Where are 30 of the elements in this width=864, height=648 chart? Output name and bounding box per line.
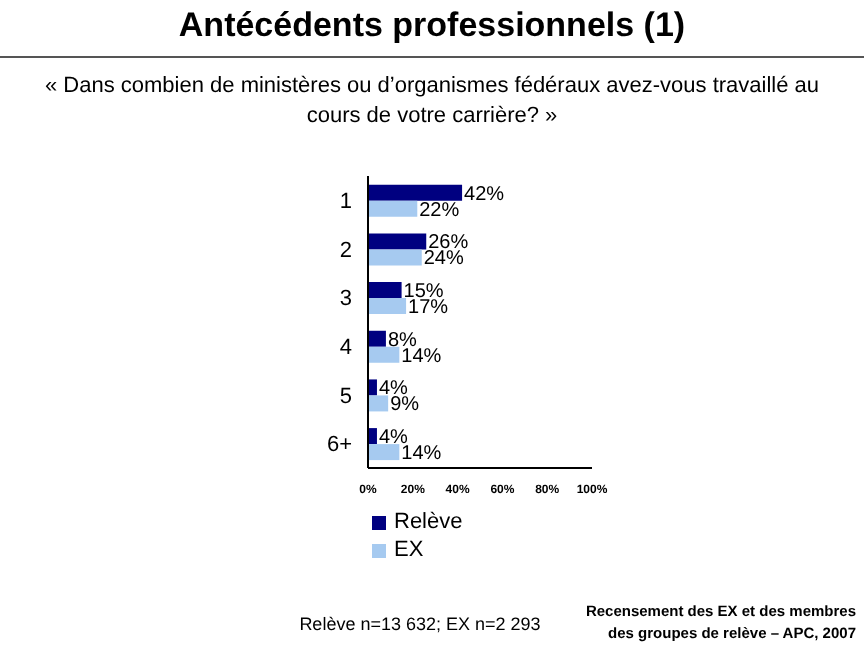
chart-title: Antécédents professionnels (1)	[176, 6, 688, 46]
y-tick-label: 5	[339, 384, 352, 409]
bar	[368, 444, 400, 461]
legend-label: EX	[394, 538, 424, 562]
chart-subtitle: « Dans combien de ministères ou d’organismes fédéraux avez-vous travaillé au cours de votre carrière? »	[42, 72, 822, 132]
data-label: 42%	[464, 183, 505, 206]
data-label: 9%	[390, 394, 420, 417]
bar	[368, 233, 427, 250]
bar	[368, 184, 463, 201]
bar	[368, 379, 377, 396]
bar	[368, 298, 407, 315]
y-tick-label: 6+	[326, 433, 352, 458]
bar	[368, 200, 418, 217]
bar	[368, 249, 422, 266]
data-label: 22%	[419, 199, 460, 222]
bar	[368, 395, 389, 412]
legend-label: Relève	[394, 510, 463, 534]
y-tick-label: 2	[339, 238, 352, 263]
y-tick-label: 4	[339, 336, 352, 361]
y-tick-label: 1	[339, 190, 352, 215]
y-tick-label: 3	[339, 287, 352, 312]
bar	[368, 282, 402, 299]
data-label: 24%	[423, 248, 465, 271]
text: Relève n=13 632; EX n=2 293	[297, 614, 543, 634]
data-label: 14%	[401, 345, 442, 368]
bar	[368, 428, 377, 445]
data-label: 14%	[401, 443, 442, 466]
data-label: 17%	[408, 297, 449, 320]
bar	[368, 330, 386, 347]
bar	[368, 346, 400, 363]
